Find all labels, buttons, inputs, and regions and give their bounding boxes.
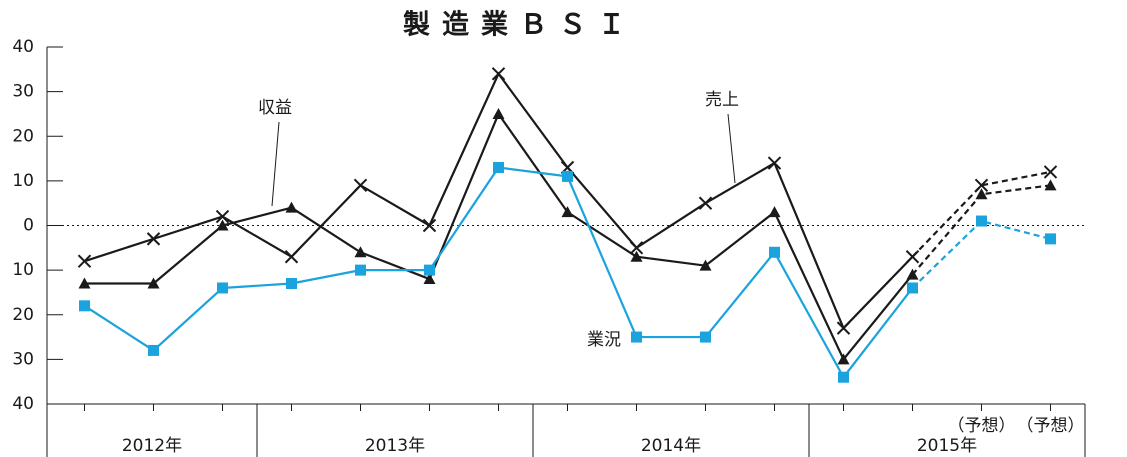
marker [629, 241, 644, 255]
leader-line [271, 121, 280, 207]
marker [354, 246, 367, 258]
marker [147, 277, 160, 289]
marker [492, 107, 505, 119]
series-line [83, 166, 914, 380]
group-label: 2013年 [365, 436, 425, 456]
marker [1045, 233, 1056, 245]
marker [423, 273, 436, 285]
marker [562, 170, 573, 182]
y-tick-label: 10 [12, 171, 34, 191]
marker [285, 201, 298, 213]
series-line [911, 219, 1051, 289]
series-line [911, 170, 1051, 258]
series-label: 業況 [587, 330, 621, 350]
marker [631, 331, 642, 343]
y-tick-label: 40 [12, 394, 34, 414]
y-tick-label: 20 [12, 305, 34, 325]
marker [698, 196, 713, 210]
marker [905, 250, 920, 264]
marker [146, 232, 161, 246]
marker [630, 250, 643, 262]
series-line [84, 111, 914, 362]
marker [561, 206, 574, 218]
group-label: 2012年 [122, 436, 182, 456]
marker [79, 300, 90, 312]
marker [355, 264, 366, 276]
marker [217, 282, 228, 294]
y-tick-label: 0 [23, 216, 34, 236]
marker [974, 178, 989, 193]
marker [837, 353, 850, 365]
x-tick-label: （予想） [1017, 416, 1085, 436]
marker [78, 277, 91, 289]
marker [215, 209, 230, 224]
group-label: 2014年 [641, 436, 701, 456]
marker [769, 246, 780, 258]
x-tick-label: （予想） [948, 416, 1016, 436]
y-tick-label: 30 [12, 82, 34, 102]
marker [284, 250, 299, 264]
y-tick-label: 10 [12, 260, 34, 280]
series-label: 売上 [705, 90, 739, 110]
leader-line [727, 113, 736, 184]
marker [77, 254, 92, 268]
marker [353, 178, 368, 193]
y-tick-label: 30 [12, 349, 34, 369]
series-label: 収益 [258, 98, 292, 118]
marker [422, 218, 437, 233]
chart-title: 製造業ＢＳＩ [403, 10, 637, 41]
marker [700, 331, 711, 343]
marker [699, 259, 712, 271]
marker [975, 188, 988, 200]
marker [906, 268, 919, 280]
marker [1043, 165, 1058, 179]
marker [767, 156, 782, 170]
marker [148, 344, 159, 356]
marker [424, 264, 435, 276]
marker [1044, 179, 1057, 191]
marker [216, 219, 229, 231]
marker [491, 67, 506, 81]
marker [838, 371, 849, 383]
y-tick-label: 20 [12, 126, 34, 146]
marker [976, 215, 987, 227]
marker [836, 321, 851, 335]
marker [286, 278, 297, 290]
y-tick-label: 40 [12, 37, 34, 57]
group-label: 2015年 [917, 436, 977, 456]
marker [768, 206, 781, 218]
marker [907, 282, 918, 294]
marker [493, 161, 504, 173]
